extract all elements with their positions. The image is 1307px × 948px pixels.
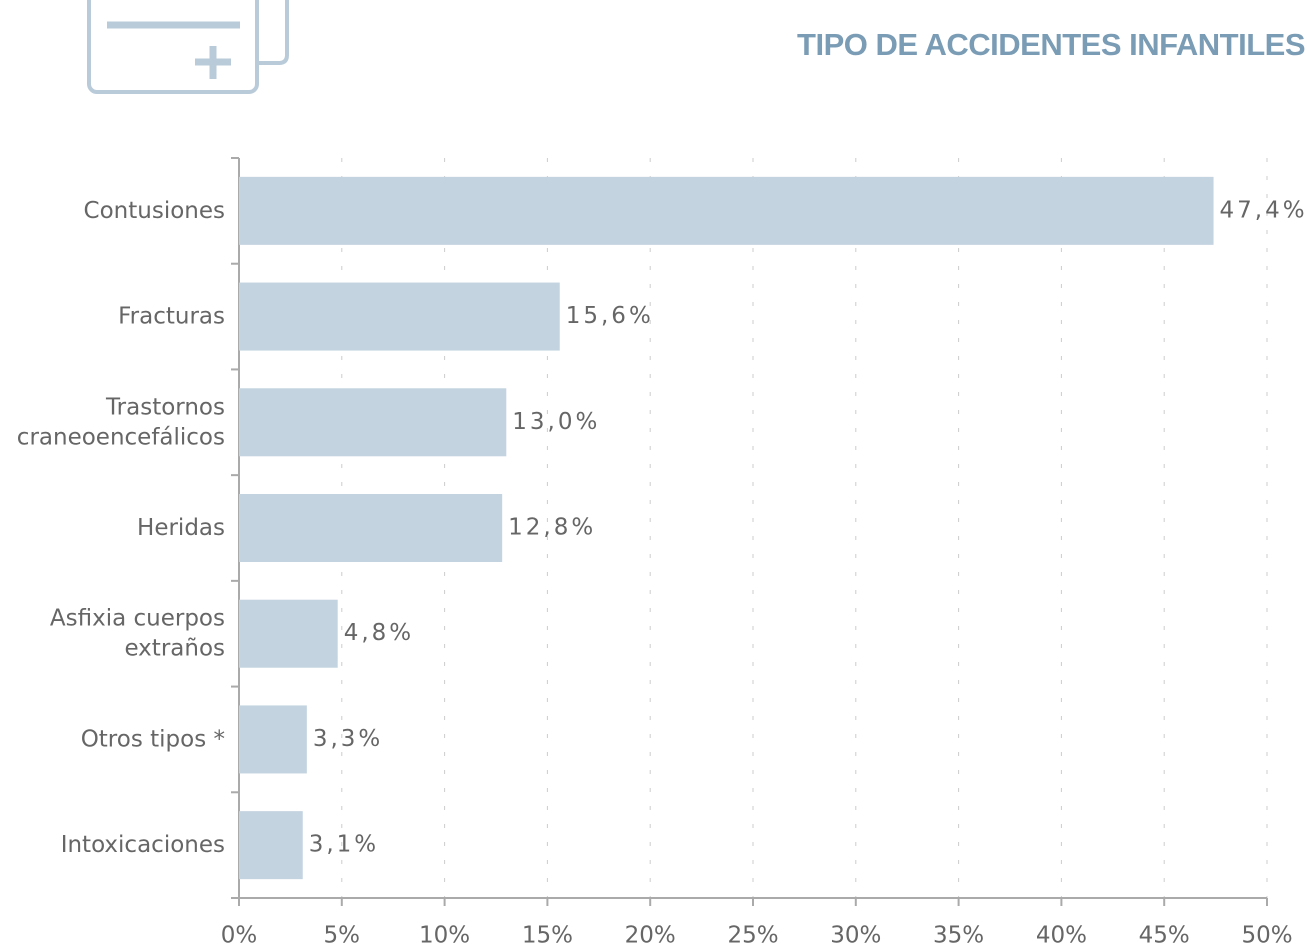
x-tick-label: 25% xyxy=(727,923,778,948)
y-tick-label-line: Intoxicaciones xyxy=(61,832,225,858)
value-label: 47,4% xyxy=(1220,197,1307,223)
y-tick-label: Intoxicaciones xyxy=(61,832,225,858)
y-tick-label-line: Asfixia cuerpos xyxy=(50,605,225,631)
value-label: 12,8% xyxy=(508,515,596,541)
value-label: 3,3% xyxy=(313,726,383,752)
bar xyxy=(239,388,507,457)
y-tick-label: Contusiones xyxy=(84,197,225,223)
x-tick-label: 10% xyxy=(419,923,470,948)
value-label: 3,1% xyxy=(309,832,379,858)
chart-title: TIPO DE ACCIDENTES INFANTILES xyxy=(797,27,1305,62)
y-tick-label: Fracturas xyxy=(118,303,225,329)
bar xyxy=(239,494,503,562)
y-tick-label: Trastornos craneoencefálicos xyxy=(17,394,225,450)
y-tick-label: Otros tipos * xyxy=(81,726,225,752)
x-tick-label: 0% xyxy=(221,923,258,948)
value-label: 15,6% xyxy=(566,303,654,329)
y-tick-label: Heridas xyxy=(137,515,225,541)
x-tick-label: 30% xyxy=(830,923,881,948)
y-tick-label: Asfixia cuerpos extraños xyxy=(50,605,225,661)
y-tick-label-line: Trastornos xyxy=(105,394,225,420)
bar xyxy=(239,176,1214,245)
y-tick-label-line: Contusiones xyxy=(84,197,225,223)
bar xyxy=(239,705,307,774)
y-tick-label-line: extraños xyxy=(124,635,225,661)
x-tick-label: 20% xyxy=(625,923,676,948)
x-tick-label: 45% xyxy=(1139,923,1190,948)
y-tick-label-line: Otros tipos * xyxy=(81,726,225,752)
x-tick-label: 15% xyxy=(522,923,573,948)
x-tick-label: 50% xyxy=(1241,923,1292,948)
value-label: 13,0% xyxy=(512,409,600,435)
x-tick-label: 5% xyxy=(324,923,361,948)
value-label: 4,8% xyxy=(344,620,414,646)
x-tick-label: 35% xyxy=(933,923,984,948)
y-tick-label-line: Fracturas xyxy=(118,303,225,329)
y-tick-label-line: Heridas xyxy=(137,515,225,541)
bar xyxy=(239,811,303,880)
bar xyxy=(239,599,338,668)
bar xyxy=(239,282,560,351)
x-tick-label: 40% xyxy=(1036,923,1087,948)
icon xyxy=(87,0,289,94)
y-tick-label-line: craneoencefálicos xyxy=(17,424,225,450)
